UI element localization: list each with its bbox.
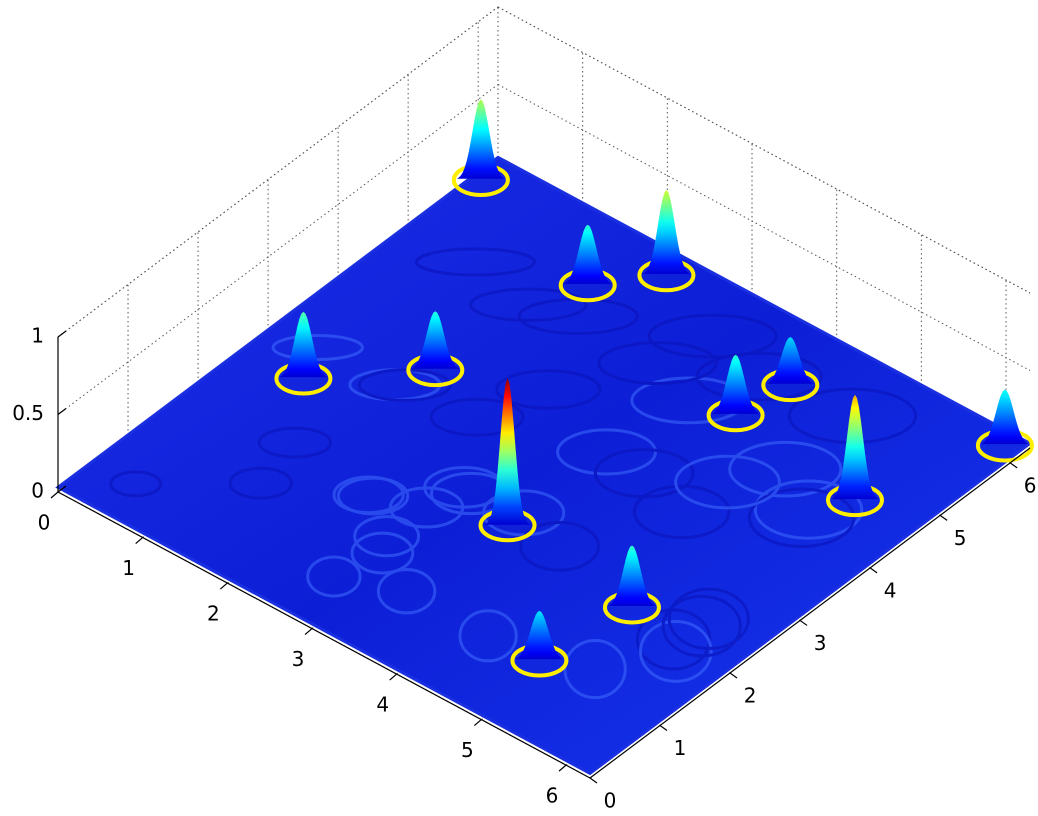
y-tick-label: 0 — [604, 789, 617, 813]
ripple — [336, 476, 410, 516]
ripple — [306, 555, 362, 598]
surface — [55, 155, 1033, 776]
tick-mark — [304, 628, 313, 636]
ripple — [674, 454, 781, 510]
ripple — [429, 397, 525, 437]
x-tick-label: 4 — [376, 693, 389, 717]
tick-mark — [729, 672, 738, 679]
ripple — [376, 567, 437, 615]
ripple — [639, 619, 713, 683]
peak — [515, 610, 564, 660]
ripple — [228, 466, 294, 500]
y-tick-label: 6 — [1024, 473, 1037, 497]
ripple — [519, 520, 600, 572]
tick-mark — [389, 673, 398, 681]
ripple — [495, 369, 602, 410]
ripple — [597, 341, 718, 386]
axis-line — [57, 491, 591, 779]
ripple — [353, 515, 421, 558]
ripple — [632, 484, 731, 540]
box-edge — [57, 6, 499, 338]
tick-mark — [219, 582, 228, 590]
x-tick-label: 6 — [546, 784, 559, 808]
tick-mark — [135, 537, 144, 544]
peak — [711, 354, 760, 414]
z-tick-label: 1 — [31, 324, 44, 348]
tick-mark — [589, 777, 598, 784]
peak — [456, 99, 505, 179]
x-tick-label: 1 — [122, 556, 135, 580]
z-tick-label: 0 — [31, 479, 44, 503]
ripple — [357, 368, 452, 402]
tick-mark — [57, 485, 67, 493]
grid-line — [497, 84, 1031, 371]
ripple — [388, 486, 465, 529]
y-tick-label: 3 — [814, 631, 827, 655]
ripple — [556, 428, 657, 476]
z-tick-label: 0.5 — [12, 401, 44, 425]
ripple — [747, 487, 856, 548]
ripple — [271, 334, 364, 362]
ripple — [257, 426, 333, 459]
ripple — [728, 440, 843, 498]
box-edge — [497, 6, 1031, 294]
peak — [766, 337, 815, 384]
tick-mark — [50, 491, 59, 499]
ripple — [695, 351, 823, 402]
ripple — [458, 609, 518, 663]
surface-texture — [109, 247, 918, 700]
x-tick-label: 3 — [292, 647, 305, 671]
peak — [980, 389, 1029, 445]
y-tick-label: 5 — [954, 526, 967, 550]
ripple — [753, 479, 864, 540]
ripple — [667, 587, 750, 650]
peak — [607, 545, 656, 607]
x-tick-label: 2 — [207, 602, 220, 626]
ripple — [415, 247, 537, 277]
x-tick-label: 5 — [461, 738, 474, 762]
tick-mark — [659, 724, 668, 731]
ripple — [661, 594, 742, 658]
tick-mark — [869, 567, 878, 574]
grid-line — [57, 84, 499, 415]
ripple — [109, 470, 163, 498]
peak — [563, 224, 612, 284]
tick-mark — [57, 408, 67, 415]
ripple — [563, 638, 627, 700]
y-tick-label: 1 — [674, 736, 687, 760]
ripple — [350, 531, 415, 575]
tick-mark — [799, 619, 808, 626]
peak — [279, 311, 328, 378]
x-tick-label: 0 — [38, 511, 51, 535]
peak — [411, 311, 460, 369]
tick-mark — [939, 514, 948, 521]
tick-mark — [558, 764, 567, 772]
tick-mark — [473, 719, 482, 727]
peak — [642, 189, 691, 274]
peak — [830, 394, 879, 500]
axis-line — [589, 447, 1031, 779]
ripple — [469, 287, 588, 322]
tick-mark — [57, 330, 67, 338]
y-tick-label: 2 — [744, 683, 757, 707]
tick-mark — [1009, 462, 1018, 469]
y-tick-label: 4 — [884, 578, 897, 602]
peak — [483, 377, 532, 525]
